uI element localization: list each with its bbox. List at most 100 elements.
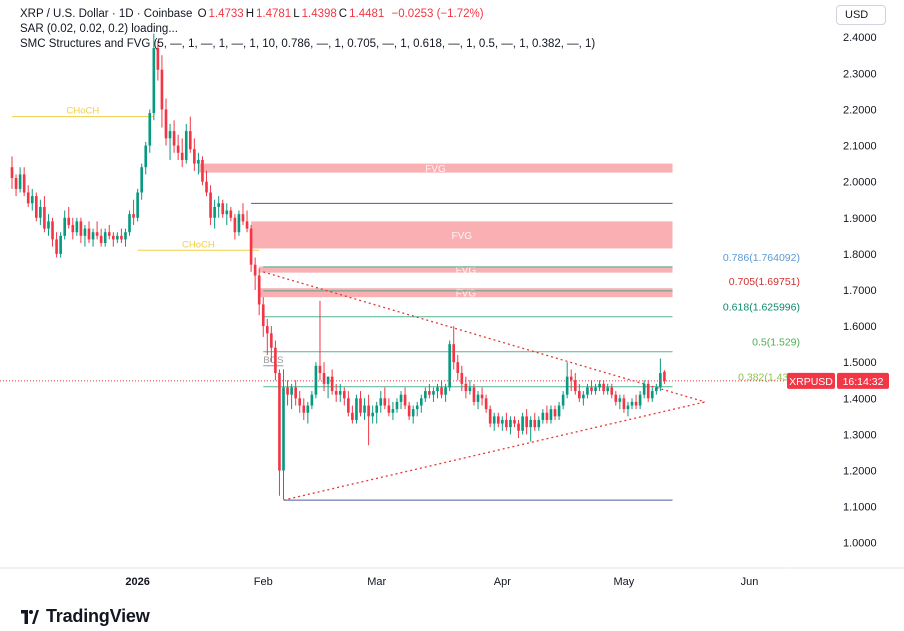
candle-body[interactable] — [630, 401, 634, 406]
candle-body[interactable] — [26, 192, 30, 204]
candle-body[interactable] — [278, 373, 281, 471]
candle-body[interactable] — [188, 131, 192, 150]
candle-body[interactable] — [626, 405, 630, 410]
candle-body[interactable] — [233, 217, 237, 233]
candle-body[interactable] — [371, 412, 374, 417]
candle-body[interactable] — [99, 235, 103, 244]
currency-button[interactable]: USD — [836, 5, 886, 25]
candle-body[interactable] — [30, 196, 34, 204]
candle-body[interactable] — [164, 109, 168, 139]
candle-body[interactable] — [359, 398, 362, 413]
candle-body[interactable] — [428, 391, 431, 395]
candle-body[interactable] — [22, 174, 26, 193]
candle-body[interactable] — [419, 398, 423, 406]
candle-body[interactable] — [193, 149, 196, 164]
candle-body[interactable] — [168, 131, 172, 139]
candle-body[interactable] — [541, 412, 545, 420]
candle-body[interactable] — [318, 365, 322, 374]
candle-body[interactable] — [14, 178, 18, 189]
candle-body[interactable] — [533, 419, 537, 428]
candle-body[interactable] — [261, 304, 265, 327]
candle-body[interactable] — [197, 159, 200, 164]
candle-body[interactable] — [586, 387, 589, 395]
candle-body[interactable] — [399, 394, 403, 402]
candle-body[interactable] — [225, 210, 229, 215]
candle-body[interactable] — [140, 167, 143, 193]
candle-body[interactable] — [39, 206, 42, 218]
candle-body[interactable] — [59, 235, 62, 254]
candle-body[interactable] — [622, 398, 626, 410]
candle-body[interactable] — [638, 394, 642, 406]
candle-body[interactable] — [363, 405, 366, 413]
candle-body[interactable] — [310, 394, 314, 406]
candle-body[interactable] — [411, 409, 415, 417]
candle-body[interactable] — [241, 214, 245, 222]
candle-body[interactable] — [496, 416, 500, 424]
candle-body[interactable] — [456, 362, 460, 374]
candle-body[interactable] — [144, 145, 148, 168]
candle-body[interactable] — [330, 376, 334, 392]
candle-body[interactable] — [492, 416, 496, 424]
candle-body[interactable] — [18, 174, 22, 189]
candle-body[interactable] — [391, 409, 395, 413]
candle-body[interactable] — [375, 405, 379, 413]
candle-body[interactable] — [521, 416, 524, 431]
candle-body[interactable] — [63, 217, 66, 236]
candle-body[interactable] — [87, 228, 91, 240]
candle-body[interactable] — [326, 376, 330, 384]
candle-body[interactable] — [501, 419, 504, 424]
candle-body[interactable] — [176, 145, 180, 153]
candle-body[interactable] — [290, 387, 293, 395]
candle-body[interactable] — [549, 409, 553, 420]
candle-body[interactable] — [614, 394, 618, 402]
candle-body[interactable] — [34, 196, 38, 218]
candle-body[interactable] — [415, 405, 419, 410]
candle-body[interactable] — [347, 398, 350, 413]
candle-body[interactable] — [229, 210, 233, 218]
candle-body[interactable] — [103, 232, 107, 244]
candle-body[interactable] — [95, 232, 99, 236]
candle-body[interactable] — [525, 416, 528, 428]
candle-body[interactable] — [383, 398, 387, 406]
candle-body[interactable] — [460, 373, 464, 384]
candle-body[interactable] — [407, 405, 411, 417]
candle-body[interactable] — [565, 376, 569, 395]
candle-body[interactable] — [10, 167, 14, 179]
candle-body[interactable] — [294, 387, 297, 399]
candle-body[interactable] — [642, 383, 646, 395]
candle-body[interactable] — [180, 152, 184, 160]
candle-body[interactable] — [47, 221, 50, 229]
candle-body[interactable] — [468, 387, 472, 392]
candle-body[interactable] — [553, 409, 557, 417]
candle-body[interactable] — [338, 391, 342, 395]
candle-body[interactable] — [111, 235, 115, 240]
candle-body[interactable] — [298, 398, 302, 406]
candle-body[interactable] — [464, 383, 468, 392]
candle-body[interactable] — [505, 419, 508, 428]
candle-body[interactable] — [253, 264, 257, 276]
candle-body[interactable] — [379, 398, 383, 406]
candle-body[interactable] — [249, 228, 253, 265]
candle-body[interactable] — [265, 326, 269, 334]
candle-body[interactable] — [351, 412, 354, 420]
candle-body[interactable] — [582, 394, 585, 399]
candle-body[interactable] — [209, 192, 212, 218]
candle-body[interactable] — [569, 376, 573, 381]
candle-body[interactable] — [79, 221, 83, 236]
candle-body[interactable] — [302, 405, 306, 413]
candle-body[interactable] — [537, 419, 541, 428]
candle-body[interactable] — [590, 387, 593, 392]
candle-body[interactable] — [480, 394, 484, 399]
candle-body[interactable] — [124, 232, 127, 240]
candle-body[interactable] — [663, 371, 666, 381]
candle-body[interactable] — [160, 69, 164, 110]
candle-body[interactable] — [578, 391, 581, 399]
candle-body[interactable] — [282, 387, 285, 471]
candle-body[interactable] — [136, 192, 139, 218]
candle-body[interactable] — [444, 387, 447, 395]
candle-body[interactable] — [71, 224, 75, 233]
candle-body[interactable] — [67, 217, 71, 225]
candle-body[interactable] — [132, 214, 135, 218]
